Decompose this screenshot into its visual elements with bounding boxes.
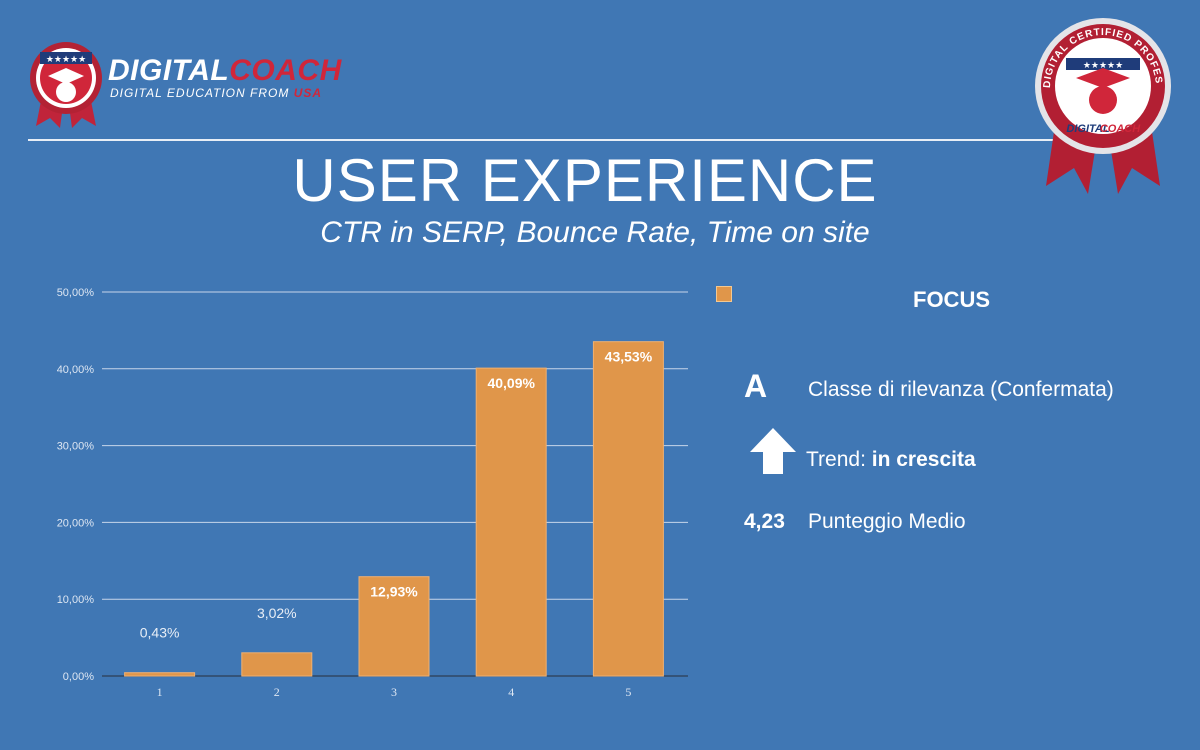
y-tick-label: 0,00% — [63, 671, 94, 683]
data-label: 40,09% — [487, 375, 535, 391]
bar — [475, 367, 547, 677]
bar — [592, 341, 664, 677]
logo-tagline-usa: USA — [293, 86, 323, 100]
logo-word-coach: COACH — [229, 54, 342, 87]
x-tick-label: 1 — [157, 685, 163, 699]
relevance-class-letter: A — [744, 368, 768, 404]
arrow-up-icon — [750, 428, 796, 474]
y-tick-label: 30,00% — [57, 441, 95, 453]
logo-tagline-text: DIGITAL EDUCATION FROM — [110, 86, 290, 100]
relevance-class-text: Classe di rilevanza (Confermata) — [808, 378, 1114, 401]
bar-chart: 0,00% 10,00% 20,00% 30,00% 40,00% 50,00% 0,43%… — [57, 287, 688, 699]
legend-swatch — [716, 286, 732, 302]
y-tick-label: 50,00% — [57, 287, 95, 299]
page-subtitle: CTR in SERP, Bounce Rate, Time on site — [320, 216, 870, 249]
logo-wordmark: DIGITALCOACH — [108, 54, 342, 88]
certified-seal-icon: DIGITAL CERTIFIED PROFESSIONAL ★★★★★ DIG… — [1028, 8, 1171, 194]
svg-text:★★★★★: ★★★★★ — [1083, 60, 1123, 70]
trend-value: in crescita — [871, 448, 976, 471]
x-tick-label: 4 — [508, 685, 514, 699]
x-tick-label: 5 — [625, 685, 631, 699]
digitalcoach-logo: ★★★★★ DIGITALCOACH DIGITAL EDUCATION FRO… — [28, 38, 388, 130]
seal-brand-coach: COACH — [1100, 123, 1141, 135]
data-label: 3,02% — [257, 605, 297, 621]
bar — [241, 652, 313, 677]
data-label: 12,93% — [370, 584, 418, 600]
logo-emblem-icon: ★★★★★ — [30, 42, 102, 128]
data-label: 43,53% — [605, 349, 653, 365]
average-score-value: 4,23 — [744, 510, 785, 533]
logo-tagline: DIGITAL EDUCATION FROM USA — [110, 86, 322, 100]
y-tick-label: 40,00% — [57, 364, 95, 376]
svg-text:★★★★★: ★★★★★ — [46, 54, 86, 64]
x-tick-label: 3 — [391, 685, 397, 699]
page-title: USER EXPERIENCE — [292, 147, 878, 214]
data-label: 0,43% — [140, 625, 180, 641]
bar — [358, 576, 430, 677]
logo-word-digital: DIGITAL — [108, 54, 230, 87]
focus-heading: FOCUS — [913, 287, 990, 312]
bar — [124, 672, 196, 677]
y-tick-label: 10,00% — [57, 594, 95, 606]
trend-label: Trend: — [806, 448, 872, 471]
trend-text: Trend: in crescita — [806, 448, 976, 472]
y-tick-label: 20,00% — [57, 517, 95, 529]
seal-brand-digital: DIGITAL — [1066, 123, 1109, 135]
average-score-label: Punteggio Medio — [808, 510, 966, 533]
x-tick-label: 2 — [274, 685, 280, 699]
header-divider — [28, 139, 1140, 141]
